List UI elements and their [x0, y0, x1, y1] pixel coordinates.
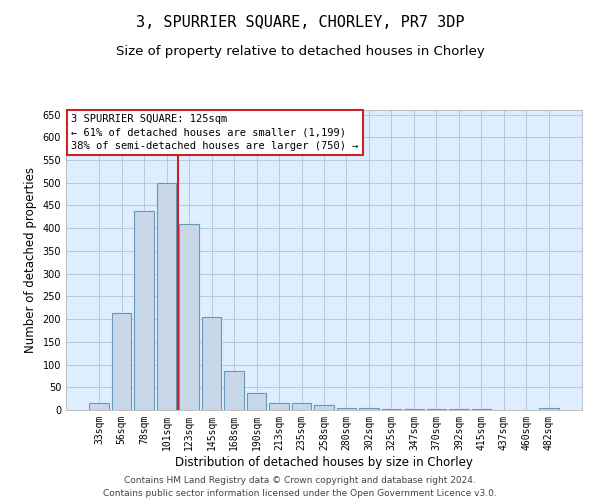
Bar — [449, 409, 469, 410]
Bar — [539, 408, 559, 410]
Y-axis label: Number of detached properties: Number of detached properties — [24, 167, 37, 353]
Bar — [112, 313, 131, 410]
Bar — [134, 212, 154, 410]
Text: 3, SPURRIER SQUARE, CHORLEY, PR7 3DP: 3, SPURRIER SQUARE, CHORLEY, PR7 3DP — [136, 15, 464, 30]
X-axis label: Distribution of detached houses by size in Chorley: Distribution of detached houses by size … — [175, 456, 473, 468]
Bar — [157, 182, 176, 410]
Bar — [382, 409, 401, 410]
Bar — [337, 408, 356, 410]
Bar — [359, 408, 379, 410]
Bar — [292, 403, 311, 410]
Bar — [89, 403, 109, 410]
Bar — [404, 409, 424, 410]
Bar — [472, 409, 491, 410]
Text: Contains HM Land Registry data © Crown copyright and database right 2024.
Contai: Contains HM Land Registry data © Crown c… — [103, 476, 497, 498]
Text: Size of property relative to detached houses in Chorley: Size of property relative to detached ho… — [116, 45, 484, 58]
Bar — [314, 406, 334, 410]
Text: 3 SPURRIER SQUARE: 125sqm
← 61% of detached houses are smaller (1,199)
38% of se: 3 SPURRIER SQUARE: 125sqm ← 61% of detac… — [71, 114, 359, 151]
Bar — [224, 372, 244, 410]
Bar — [427, 409, 446, 410]
Bar — [179, 224, 199, 410]
Bar — [202, 317, 221, 410]
Bar — [269, 403, 289, 410]
Bar — [247, 392, 266, 410]
